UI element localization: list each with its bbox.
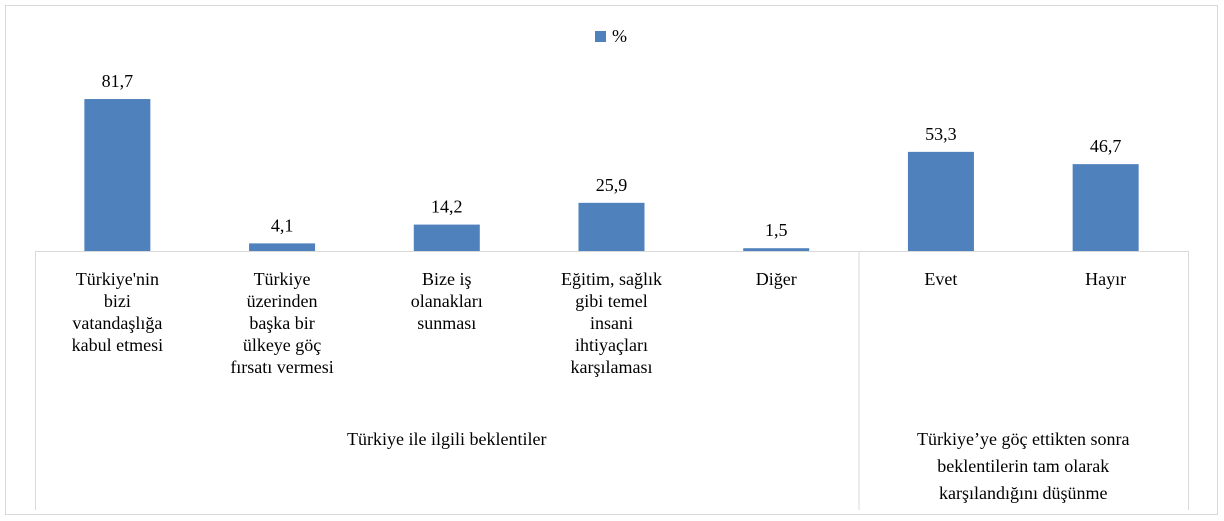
category-label: Diğer [755, 269, 797, 289]
value-label: 1,5 [765, 220, 788, 240]
bar [743, 248, 810, 251]
bar [578, 202, 645, 251]
bar [413, 224, 480, 251]
category-label: Eğitim, sağlık gibi temel insani ihtiyaç… [560, 269, 662, 377]
category-label: Evet [924, 269, 958, 289]
chart-frame [5, 5, 1218, 515]
category-label: Türkiye'nin bizi vatandaşlığa kabul etme… [71, 269, 164, 355]
bar [907, 151, 974, 251]
value-label: 4,1 [271, 215, 294, 235]
bar [1072, 164, 1139, 251]
category-label: Bize iş olanakları sunması [410, 269, 483, 333]
category-label: Türkiye üzerinden başka bir ülkeye göç f… [230, 269, 334, 377]
legend-label: % [612, 26, 627, 46]
legend-swatch [595, 31, 606, 42]
bar [249, 243, 316, 251]
value-label: 81,7 [102, 71, 134, 91]
category-label: Hayır [1085, 269, 1127, 289]
bar [84, 99, 151, 252]
value-label: 46,7 [1090, 136, 1122, 156]
value-label: 53,3 [925, 124, 957, 144]
group-label: Türkiye ile ilgili beklentiler [347, 429, 547, 449]
value-label: 25,9 [596, 175, 628, 195]
group-label: Türkiye’ye göç ettikten sonra beklentile… [917, 429, 1130, 503]
value-label: 14,2 [431, 197, 463, 217]
